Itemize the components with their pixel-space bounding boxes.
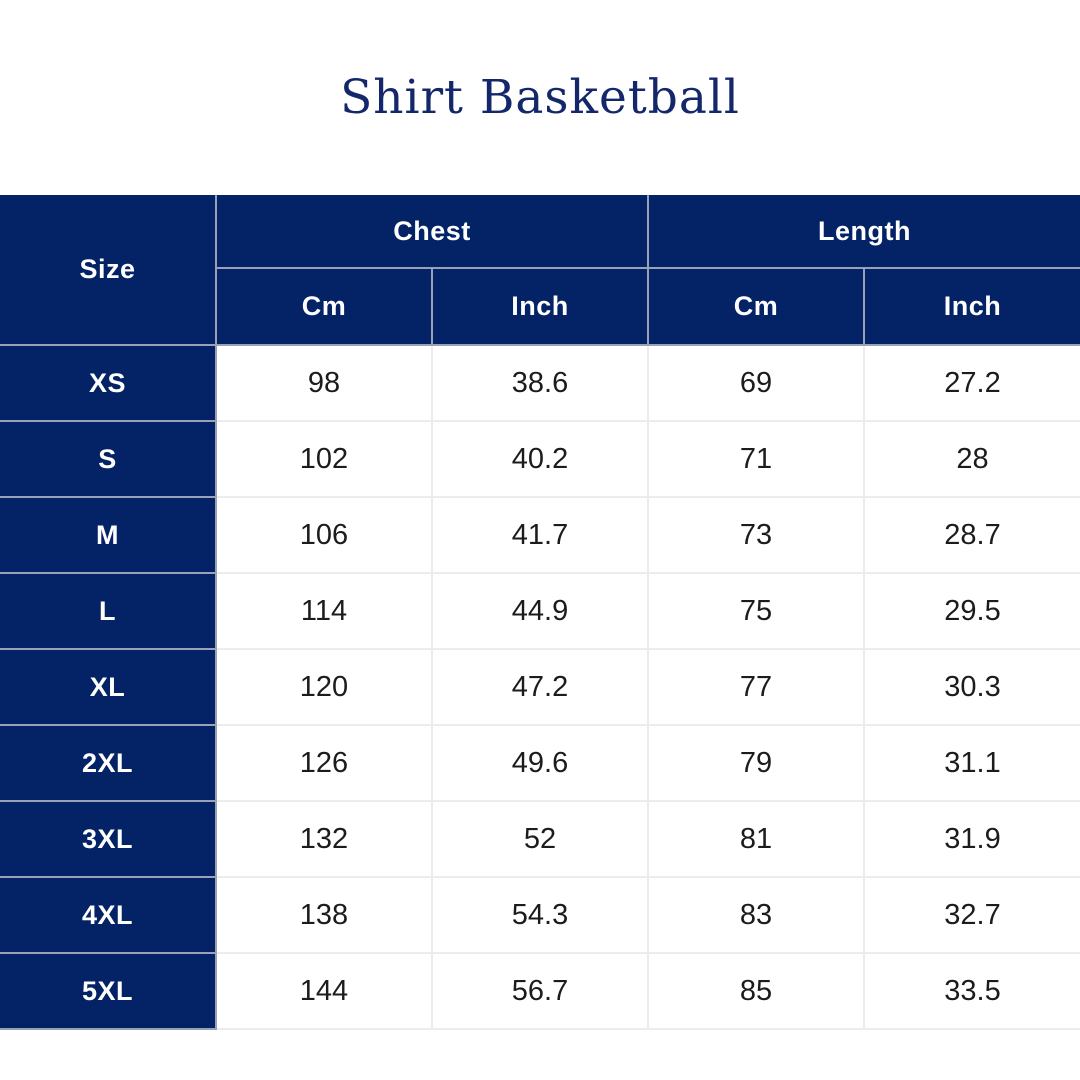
- row-size-label: 4XL: [0, 876, 217, 954]
- table-row: 4XL 138 54.3 83 32.7: [0, 876, 1080, 954]
- cell-chest-cm: 126: [215, 724, 433, 802]
- cell-chest-inch: 49.6: [430, 724, 650, 802]
- cell-chest-cm: 102: [215, 420, 433, 498]
- cell-length-inch: 27.2: [863, 344, 1080, 422]
- header-group-chest: Chest: [214, 195, 650, 269]
- row-size-label: XS: [0, 344, 217, 422]
- row-size-label: 2XL: [0, 724, 217, 802]
- cell-length-cm: 71: [647, 420, 866, 498]
- table-row: M 106 41.7 73 28.7: [0, 496, 1080, 574]
- header-size: Size: [0, 195, 217, 346]
- cell-length-inch: 29.5: [863, 572, 1080, 650]
- row-size-label: XL: [0, 648, 217, 726]
- cell-chest-inch: 40.2: [430, 420, 650, 498]
- size-chart-table: Size Chest Length Cm Inch Cm Inch XS 98 38…: [0, 195, 1080, 1030]
- cell-length-inch: 31.1: [863, 724, 1080, 802]
- table-row: 3XL 132 52 81 31.9: [0, 800, 1080, 878]
- cell-length-cm: 73: [647, 496, 866, 574]
- cell-chest-cm: 138: [215, 876, 433, 954]
- table-row: 2XL 126 49.6 79 31.1: [0, 724, 1080, 802]
- header-chest-inch: Inch: [430, 267, 650, 346]
- cell-chest-cm: 144: [215, 952, 433, 1030]
- table-row: S 102 40.2 71 28: [0, 420, 1080, 498]
- cell-length-inch: 33.5: [863, 952, 1080, 1030]
- cell-length-cm: 85: [647, 952, 866, 1030]
- row-size-label: L: [0, 572, 217, 650]
- cell-chest-inch: 52: [430, 800, 650, 878]
- cell-length-inch: 28: [863, 420, 1080, 498]
- cell-chest-inch: 38.6: [430, 344, 650, 422]
- table-row: XS 98 38.6 69 27.2: [0, 344, 1080, 422]
- cell-length-cm: 81: [647, 800, 866, 878]
- cell-chest-cm: 98: [215, 344, 433, 422]
- cell-chest-cm: 114: [215, 572, 433, 650]
- page-title: Shirt Basketball: [340, 70, 740, 125]
- cell-length-inch: 31.9: [863, 800, 1080, 878]
- table-body: XS 98 38.6 69 27.2 S 102 40.2 71 28 M 106 41.7 73 28.7…: [0, 344, 1080, 1030]
- cell-chest-cm: 120: [215, 648, 433, 726]
- cell-length-cm: 77: [647, 648, 866, 726]
- row-size-label: 3XL: [0, 800, 217, 878]
- header-chest-cm: Cm: [216, 267, 433, 346]
- cell-chest-cm: 106: [215, 496, 433, 574]
- cell-chest-inch: 47.2: [430, 648, 650, 726]
- row-size-label: M: [0, 496, 217, 574]
- table-header: Size Chest Length Cm Inch Cm Inch: [0, 195, 1080, 346]
- cell-chest-inch: 44.9: [430, 572, 650, 650]
- cell-length-cm: 75: [647, 572, 866, 650]
- cell-chest-cm: 132: [215, 800, 433, 878]
- cell-length-inch: 28.7: [863, 496, 1080, 574]
- table-row: 5XL 144 56.7 85 33.5: [0, 952, 1080, 1030]
- header-length-inch: Inch: [863, 267, 1080, 346]
- table-row: XL 120 47.2 77 30.3: [0, 648, 1080, 726]
- cell-chest-inch: 41.7: [430, 496, 650, 574]
- row-size-label: 5XL: [0, 952, 217, 1030]
- cell-length-inch: 32.7: [863, 876, 1080, 954]
- header-length-cm: Cm: [647, 267, 866, 346]
- cell-chest-inch: 54.3: [430, 876, 650, 954]
- row-size-label: S: [0, 420, 217, 498]
- cell-length-cm: 83: [647, 876, 866, 954]
- cell-length-inch: 30.3: [863, 648, 1080, 726]
- cell-length-cm: 69: [647, 344, 866, 422]
- table-row: L 114 44.9 75 29.5: [0, 572, 1080, 650]
- header-group-length: Length: [647, 195, 1080, 269]
- cell-chest-inch: 56.7: [430, 952, 650, 1030]
- cell-length-cm: 79: [647, 724, 866, 802]
